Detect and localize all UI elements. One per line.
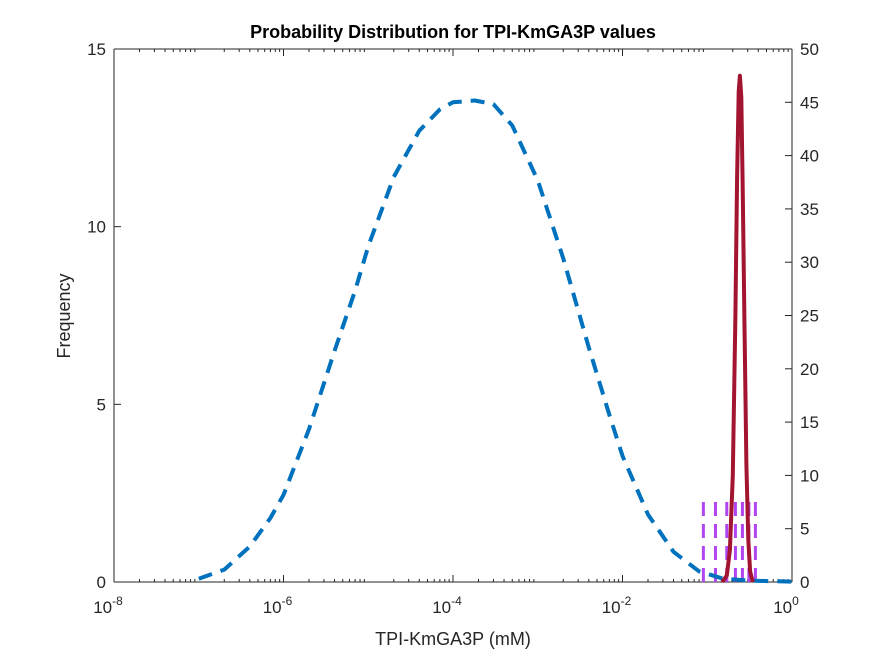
y-left-tick-label: 0 xyxy=(97,573,106,592)
x-tick-label: 10-4 xyxy=(432,594,462,617)
y-right-tick-label: 5 xyxy=(800,520,809,539)
y-left-tick-label: 10 xyxy=(87,218,106,237)
y-right-tick-label: 30 xyxy=(800,253,819,272)
y-right-tick-label: 50 xyxy=(800,40,819,59)
y-right-tick-label: 25 xyxy=(800,307,819,326)
y-right-tick-label: 15 xyxy=(800,413,819,432)
x-tick-label: 100 xyxy=(773,594,799,617)
y-right-tick-label: 45 xyxy=(800,93,819,112)
prior-distribution-line xyxy=(198,98,793,584)
posterior-distribution-line xyxy=(720,73,755,584)
x-axis-label: TPI-KmGA3P (mM) xyxy=(375,629,531,649)
y-right-tick-label: 40 xyxy=(800,147,819,166)
y-left-tick-label: 5 xyxy=(97,395,106,414)
y-right-tick-label: 35 xyxy=(800,200,819,219)
x-tick-label: 10-6 xyxy=(263,594,293,617)
y-right-tick-label: 10 xyxy=(800,466,819,485)
plot-area: 10-8 10-6 10-4 10-2 100051015051015202530354… xyxy=(87,40,819,617)
y-right-tick-label: 20 xyxy=(800,360,819,379)
chart-title: Probability Distribution for TPI-KmGA3P … xyxy=(250,22,656,42)
y-axis-label: Frequency xyxy=(54,273,74,358)
x-tick-label: 10-2 xyxy=(602,594,632,617)
y-right-tick-label: 0 xyxy=(800,573,809,592)
x-tick-label: 10-8 xyxy=(93,594,123,617)
y-left-tick-label: 15 xyxy=(87,40,106,59)
